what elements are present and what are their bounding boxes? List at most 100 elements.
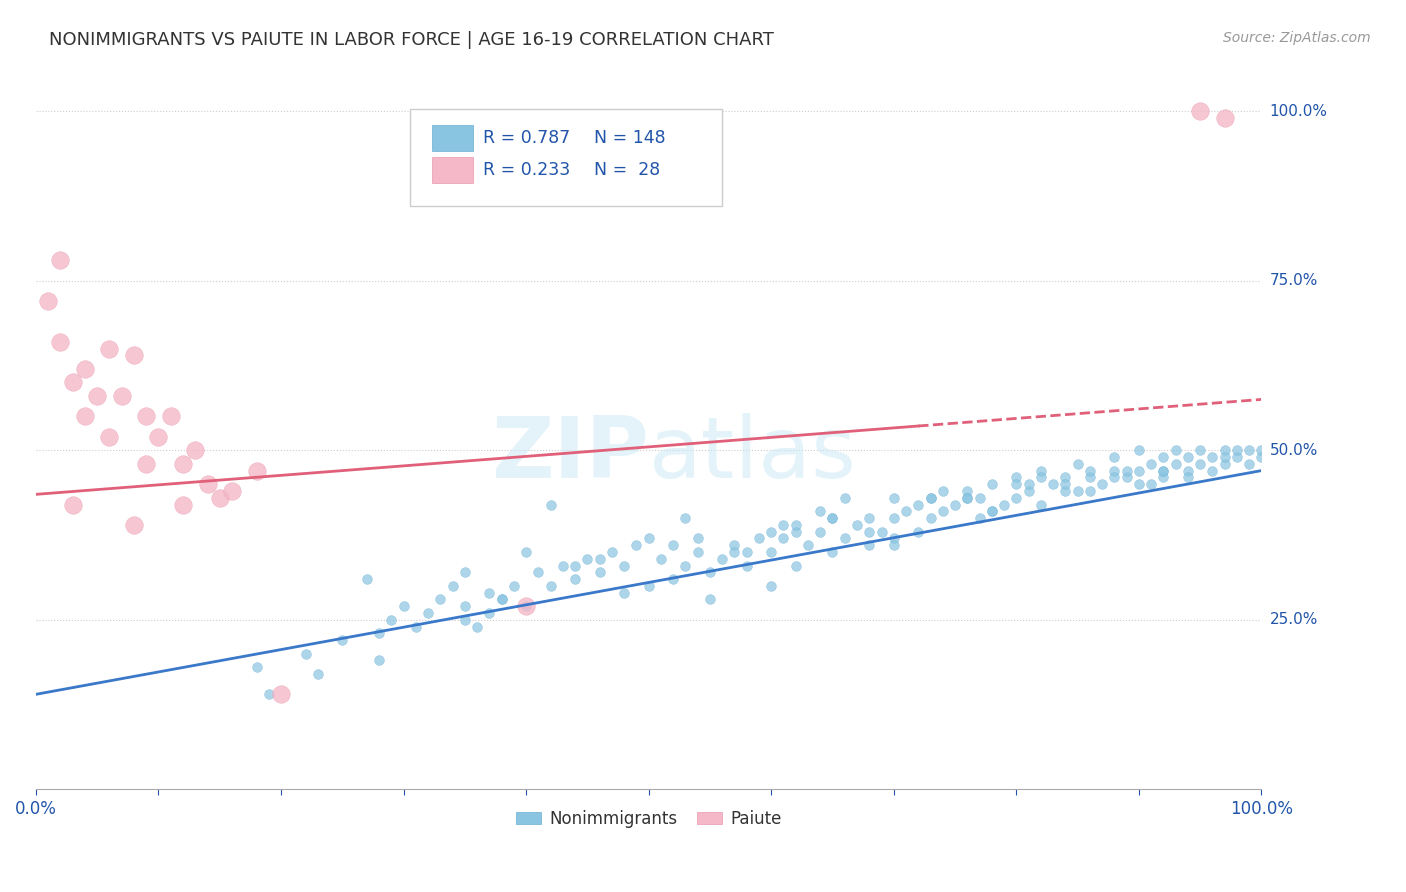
Point [748, 532, 770, 546]
Point [1237, 457, 1260, 471]
Point [1152, 470, 1174, 484]
Point [613, 585, 636, 599]
Point [894, 504, 917, 518]
Point [1164, 443, 1187, 458]
Point [1104, 470, 1126, 484]
Point [821, 545, 844, 559]
Point [735, 545, 758, 559]
Point [564, 572, 586, 586]
Point [761, 545, 783, 559]
Point [1237, 443, 1260, 458]
Point [1078, 483, 1101, 498]
Point [197, 477, 219, 491]
Point [907, 524, 929, 539]
Point [699, 566, 721, 580]
Point [1177, 470, 1199, 484]
Point [1213, 450, 1236, 464]
Point [441, 579, 464, 593]
Point [491, 592, 513, 607]
Point [540, 498, 562, 512]
Point [588, 551, 610, 566]
Point [368, 626, 391, 640]
Point [761, 524, 783, 539]
Point [1115, 470, 1137, 484]
Point [785, 524, 807, 539]
Point [540, 579, 562, 593]
Point [1104, 464, 1126, 478]
Point [943, 498, 966, 512]
Point [1213, 443, 1236, 458]
Text: atlas: atlas [648, 413, 856, 496]
Point [184, 443, 207, 458]
Point [637, 579, 659, 593]
Point [969, 491, 991, 505]
Point [883, 538, 905, 552]
Point [135, 457, 157, 471]
Point [980, 477, 1002, 491]
FancyBboxPatch shape [432, 157, 474, 183]
Point [772, 532, 794, 546]
Point [821, 511, 844, 525]
Point [380, 613, 402, 627]
Point [1066, 483, 1088, 498]
Point [675, 511, 697, 525]
Point [122, 517, 145, 532]
Point [1066, 457, 1088, 471]
Point [858, 524, 880, 539]
Point [1054, 483, 1077, 498]
Point [980, 504, 1002, 518]
Point [307, 667, 329, 681]
Point [98, 430, 121, 444]
Text: N =  28: N = 28 [593, 161, 659, 179]
Point [1213, 457, 1236, 471]
Point [1140, 477, 1163, 491]
Point [1018, 483, 1040, 498]
Point [62, 376, 84, 390]
Point [1140, 457, 1163, 471]
Point [1104, 450, 1126, 464]
Point [1250, 450, 1272, 464]
Point [245, 660, 267, 674]
Point [37, 294, 59, 309]
Point [785, 517, 807, 532]
Point [808, 524, 831, 539]
Point [270, 687, 292, 701]
Point [1005, 477, 1028, 491]
Point [1226, 443, 1249, 458]
Point [600, 545, 623, 559]
Point [1005, 470, 1028, 484]
Point [858, 511, 880, 525]
Point [62, 498, 84, 512]
Point [478, 606, 501, 620]
Point [392, 599, 415, 614]
Legend: Nonimmigrants, Paiute: Nonimmigrants, Paiute [509, 803, 789, 834]
Point [1078, 464, 1101, 478]
Point [834, 532, 856, 546]
Point [772, 517, 794, 532]
Point [245, 464, 267, 478]
Point [1128, 464, 1150, 478]
Point [356, 572, 378, 586]
Point [1091, 477, 1114, 491]
Point [1005, 491, 1028, 505]
Point [1018, 477, 1040, 491]
Point [172, 498, 194, 512]
Point [454, 566, 477, 580]
Point [1029, 464, 1052, 478]
Point [686, 545, 709, 559]
Point [883, 511, 905, 525]
Point [785, 558, 807, 573]
Point [723, 538, 745, 552]
Point [650, 551, 672, 566]
Point [1128, 443, 1150, 458]
Point [1177, 450, 1199, 464]
Point [675, 558, 697, 573]
Point [1029, 498, 1052, 512]
Point [588, 566, 610, 580]
Point [808, 504, 831, 518]
Point [148, 430, 170, 444]
Point [1152, 464, 1174, 478]
Point [73, 362, 96, 376]
Point [797, 538, 820, 552]
Point [73, 409, 96, 424]
